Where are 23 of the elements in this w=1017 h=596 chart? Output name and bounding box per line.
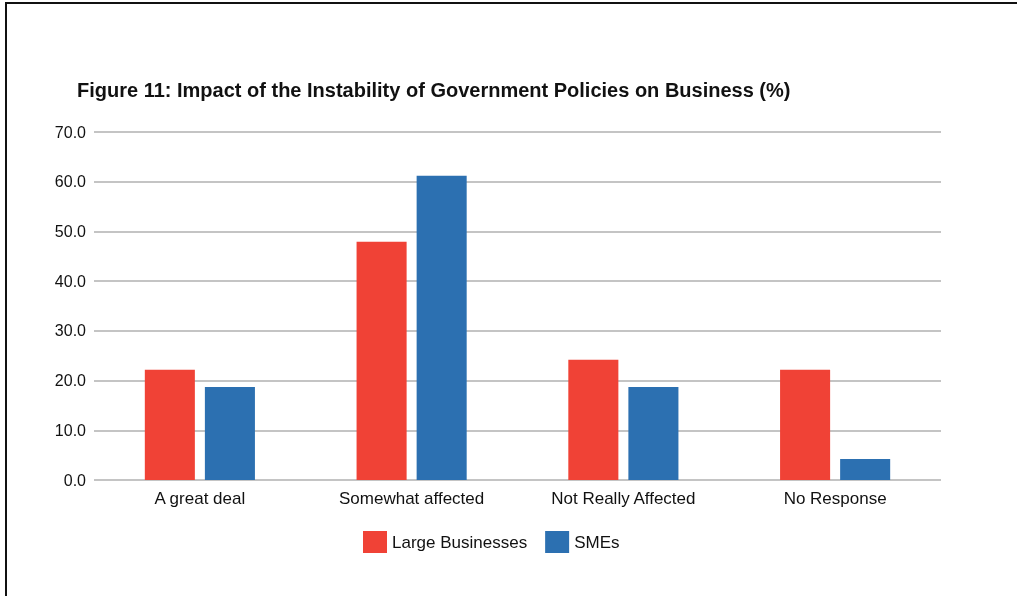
- x-tick-label: Somewhat affected: [339, 489, 485, 508]
- bar: [780, 369, 831, 480]
- chart-title: Figure 11: Impact of the Instability of Government Policies on Business (%): [77, 79, 791, 101]
- y-tick-label: 10.0: [54, 421, 87, 439]
- bar: [568, 359, 619, 480]
- y-tick-label: 70.0: [54, 123, 87, 141]
- y-tick-label: 20.0: [54, 372, 87, 390]
- y-tick-label: 60.0: [54, 173, 87, 191]
- x-tick-label: Not Really Affected: [551, 489, 696, 508]
- y-tick-label: 0.0: [63, 471, 87, 489]
- bar: [628, 387, 679, 480]
- x-tick-label: No Response: [783, 489, 887, 508]
- bar: [416, 175, 467, 480]
- bar: [144, 369, 195, 480]
- y-tick-label: 30.0: [54, 322, 87, 340]
- bar: [204, 387, 255, 480]
- y-tick-label: 50.0: [54, 222, 87, 240]
- bar: [840, 459, 891, 480]
- legend-label: Large Businesses: [392, 532, 528, 552]
- bar: [356, 241, 407, 480]
- y-tick-label: 40.0: [54, 272, 87, 290]
- legend-label: SMEs: [574, 532, 620, 552]
- x-tick-label: A great deal: [154, 489, 246, 508]
